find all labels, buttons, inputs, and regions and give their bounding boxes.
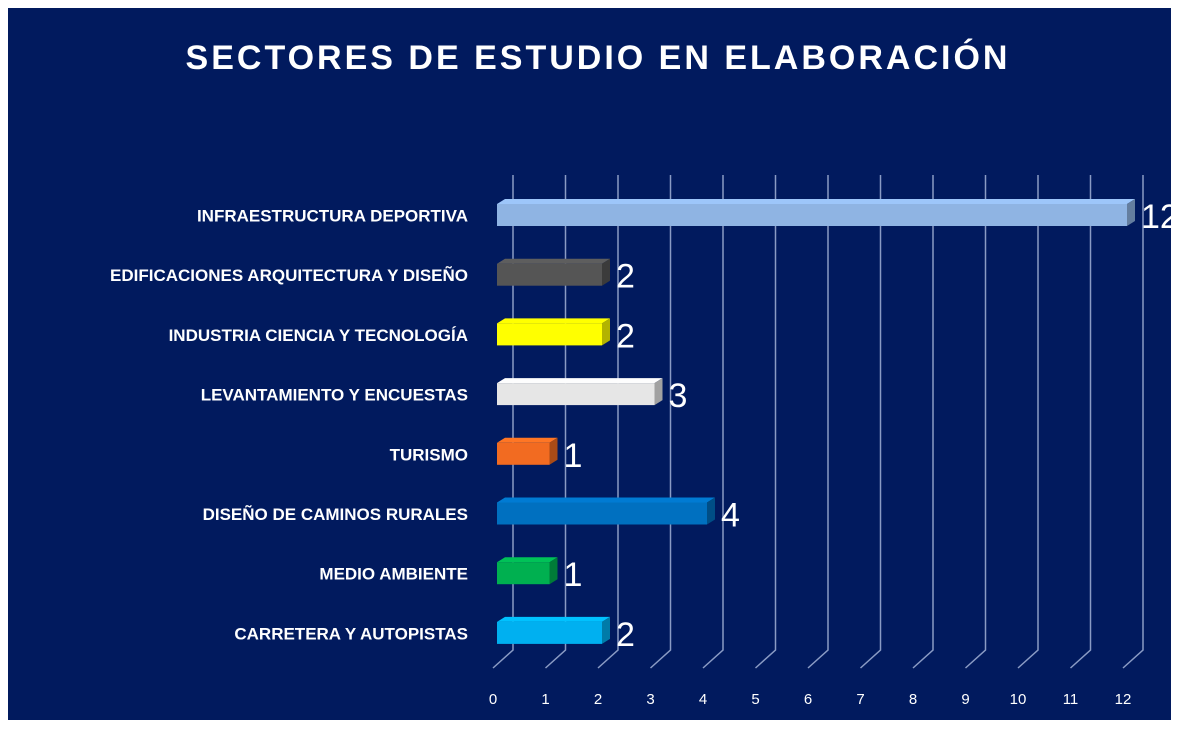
x-tick-label: 2 xyxy=(594,691,602,708)
bar-front xyxy=(497,323,602,346)
bar xyxy=(497,258,610,286)
bar-front xyxy=(497,502,707,525)
chart-title: SECTORES DE ESTUDIO EN ELABORACIÓN xyxy=(186,39,1011,77)
x-tick-label: 0 xyxy=(489,691,497,708)
grid-line xyxy=(807,175,829,669)
data-label: 2 xyxy=(616,258,635,296)
bar xyxy=(497,199,1135,226)
bar-end xyxy=(707,497,715,525)
x-tick-label: 9 xyxy=(961,691,969,708)
x-tick-label: 6 xyxy=(804,691,812,708)
y-tick-label: INDUSTRIA CIENCIA Y TECNOLOGÍA xyxy=(169,326,468,345)
grid-line xyxy=(964,175,987,669)
data-label: 2 xyxy=(616,616,635,654)
y-tick-label: DISEÑO DE CAMINOS RURALES xyxy=(203,504,468,524)
chart-background xyxy=(8,8,1171,720)
data-label: 2 xyxy=(616,317,635,355)
grid-line xyxy=(1069,175,1092,669)
bar xyxy=(497,557,558,585)
grid-line xyxy=(859,175,882,669)
y-tick-label: EDIFICACIONES ARQUITECTURA Y DISEÑO xyxy=(110,265,468,285)
grid-line xyxy=(1017,175,1039,669)
bar-end xyxy=(1127,199,1135,226)
bar-top xyxy=(497,437,558,443)
bar-front xyxy=(497,562,550,585)
grid-line xyxy=(1122,175,1144,669)
x-tick-label: 8 xyxy=(909,691,917,708)
bar-end xyxy=(654,378,663,406)
bar-top xyxy=(497,318,610,324)
y-tick-label: INFRAESTRUCTURA DEPORTIVA xyxy=(197,206,468,225)
y-tick-label: LEVANTAMIENTO Y ENCUESTAS xyxy=(201,386,468,405)
data-label: 1 xyxy=(564,437,583,475)
grid-line xyxy=(649,175,672,669)
bar-front xyxy=(497,621,602,644)
x-tick-label: 4 xyxy=(699,691,707,708)
x-tick-label: 10 xyxy=(1010,691,1027,708)
x-tick-label: 3 xyxy=(646,691,654,708)
bar-top xyxy=(497,378,663,384)
bar-top xyxy=(497,557,558,563)
bar xyxy=(497,318,610,346)
bar xyxy=(497,437,558,465)
bar-end xyxy=(549,557,558,585)
data-label: 3 xyxy=(669,377,688,415)
bar-front xyxy=(497,204,1127,226)
bar-end xyxy=(602,318,610,346)
grid-line xyxy=(597,175,619,669)
bar xyxy=(497,497,715,525)
bar-top xyxy=(497,199,1135,204)
y-tick-label: CARRETERA Y AUTOPISTAS xyxy=(234,624,468,643)
bar-end xyxy=(549,437,558,465)
bar-end xyxy=(602,616,610,644)
grid-line xyxy=(702,175,724,669)
x-tick-label: 7 xyxy=(856,691,864,708)
data-label: 1 xyxy=(564,556,583,594)
bar-end xyxy=(602,258,610,286)
bar-front xyxy=(497,442,550,465)
data-label: 4 xyxy=(721,496,740,534)
bar-top xyxy=(497,616,610,622)
data-label: 12 xyxy=(1141,198,1179,236)
bar xyxy=(497,378,663,406)
x-tick-label: 5 xyxy=(751,691,759,708)
x-tick-label: 12 xyxy=(1115,691,1132,708)
bar-top xyxy=(497,497,715,503)
grid-line xyxy=(754,175,777,669)
x-tick-label: 1 xyxy=(541,691,549,708)
bar-front xyxy=(497,263,602,286)
y-tick-label: TURISMO xyxy=(390,445,468,464)
x-tick-label: 11 xyxy=(1063,691,1079,708)
grid-line xyxy=(912,175,934,669)
y-tick-label: MEDIO AMBIENTE xyxy=(319,565,468,584)
bar xyxy=(497,616,610,644)
bar-top xyxy=(497,258,610,264)
bar-front xyxy=(497,383,655,406)
